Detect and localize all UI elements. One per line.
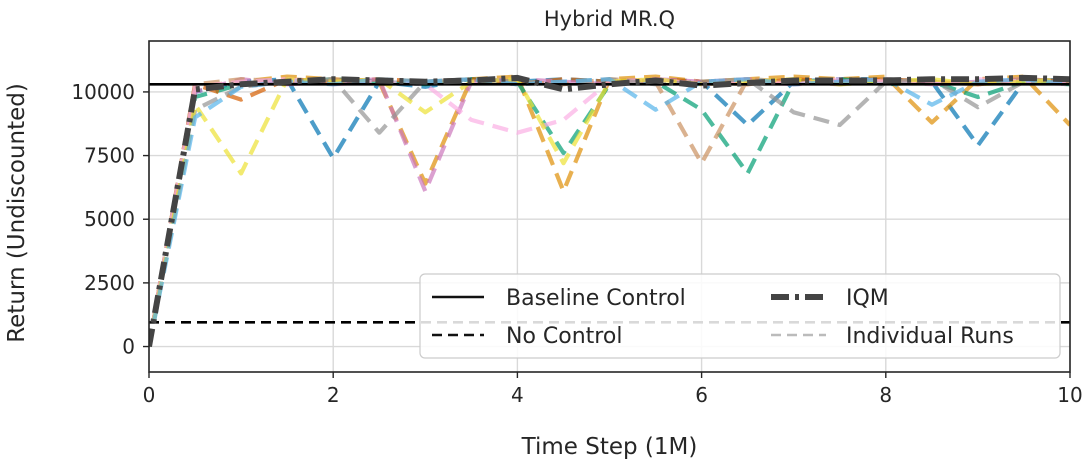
individual-run-line-10 [149,77,1070,347]
reference-lines [149,82,1070,324]
y-tick-label: 0 [122,335,135,359]
plot-frame [148,40,1071,373]
y-axis-label: Return (Undiscounted) [4,83,30,343]
legend-label-individual-runs: Individual Runs [846,324,1014,349]
x-tick-label: 0 [143,383,156,407]
individual-run-line-9 [149,77,1070,347]
y-tick-label: 5000 [84,207,135,231]
legend: Baseline Control No Control IQM Individu… [419,273,1061,359]
y-tick-label: 10000 [71,80,135,104]
legend-label-baseline-control: Baseline Control [506,286,686,311]
x-tick-label: 10 [1057,383,1082,407]
y-tick-label: 7500 [84,144,135,168]
legend-label-no-control: No Control [506,324,622,349]
y-tick-label: 2500 [84,271,135,295]
x-axis-label: Time Step (1M) [521,434,698,460]
x-tick-label: 2 [327,383,340,407]
chart-title: Hybrid MR.Q [544,7,675,31]
x-tick-label: 4 [511,383,524,407]
x-tick-label: 8 [879,383,892,407]
legend-label-iqm: IQM [846,286,889,311]
individual-runs [149,74,1070,347]
legend-box [419,273,1061,359]
x-tick-label: 6 [695,383,708,407]
axis-ticks: 0 2 4 6 8 10 0 2500 5000 7500 10000 [71,80,1082,407]
